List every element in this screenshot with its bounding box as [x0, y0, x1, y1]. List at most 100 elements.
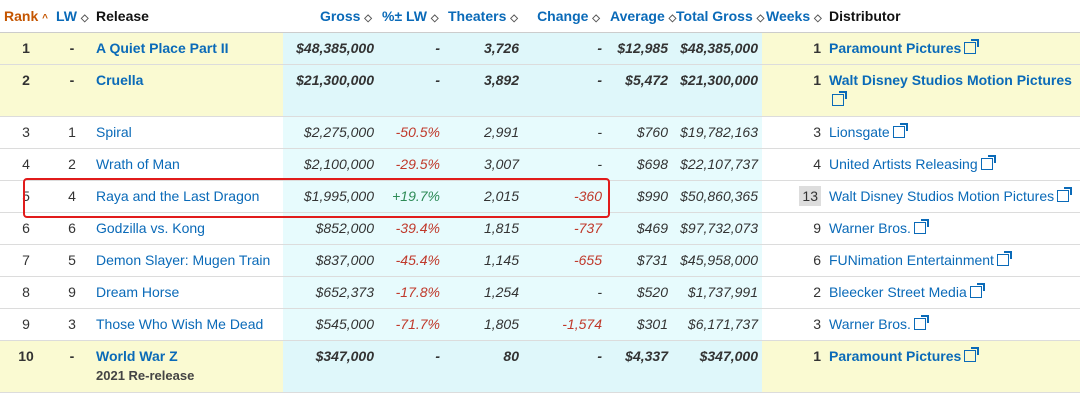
header-release[interactable]: Release	[92, 0, 283, 33]
total-gross-cell: $21,300,000	[672, 64, 762, 117]
sort-icon: ◇	[430, 13, 439, 24]
total-gross-cell: $48,385,000	[672, 32, 762, 65]
gross-cell: $347,000	[283, 340, 378, 393]
theaters-cell: 1,145	[444, 244, 523, 277]
distributor-cell: Walt Disney Studios Motion Pictures	[825, 180, 1080, 213]
average-cell: $301	[606, 308, 672, 341]
pct-lw-cell: -	[378, 32, 444, 65]
total-gross-cell: $19,782,163	[672, 116, 762, 149]
external-link-icon[interactable]	[892, 123, 908, 138]
sort-icon: ◇	[668, 13, 677, 24]
change-cell: -737	[523, 212, 606, 245]
average-cell: $4,337	[606, 340, 672, 393]
rank-cell: 10	[0, 340, 52, 393]
external-link-icon[interactable]	[913, 219, 929, 234]
header-rank[interactable]: Rank ^	[0, 0, 52, 33]
gross-cell: $21,300,000	[283, 64, 378, 117]
weeks-cell: 2	[762, 276, 825, 309]
distributor-link[interactable]: FUNimation Entertainment	[829, 252, 994, 268]
lw-cell: 2	[52, 148, 92, 181]
distributor-link[interactable]: Warner Bros.	[829, 316, 911, 332]
pct-lw-cell: -50.5%	[378, 116, 444, 149]
pct-lw-cell: -39.4%	[378, 212, 444, 245]
header-average[interactable]: Average ◇	[606, 0, 676, 33]
total-gross-cell: $1,737,991	[672, 276, 762, 309]
release-link[interactable]: Raya and the Last Dragon	[96, 188, 260, 204]
external-link-icon[interactable]	[964, 347, 980, 362]
distributor-link[interactable]: Bleecker Street Media	[829, 284, 967, 300]
weeks-cell: 1	[762, 340, 825, 393]
header-lw[interactable]: LW ◇	[52, 0, 92, 33]
gross-cell: $2,275,000	[283, 116, 378, 149]
distributor-link[interactable]: Walt Disney Studios Motion Pictures	[829, 72, 1072, 88]
distributor-link[interactable]: United Artists Releasing	[829, 156, 978, 172]
table-row: 10- World War Z 2021 Re-release $347,000-80…	[0, 340, 1080, 393]
average-cell: $760	[606, 116, 672, 149]
external-link-icon[interactable]	[832, 91, 847, 106]
weeks-value: 1	[813, 40, 821, 56]
header-change[interactable]: Change ◇	[523, 0, 606, 33]
release-link[interactable]: A Quiet Place Part II	[96, 40, 229, 56]
theaters-cell: 1,815	[444, 212, 523, 245]
header-gross[interactable]: Gross ◇	[283, 0, 378, 33]
sort-icon: ◇	[80, 13, 89, 24]
release-link[interactable]: Godzilla vs. Kong	[96, 220, 205, 236]
table-row: 2- Cruella $21,300,000-3,892- $5,472 $21,300…	[0, 64, 1080, 117]
table-row: 5 4 Raya and the Last Dragon $1,995,000 +19.…	[0, 180, 1080, 213]
external-link-icon[interactable]	[996, 251, 1012, 266]
lw-cell: 1	[52, 116, 92, 149]
release-cell: Spiral	[92, 116, 283, 149]
release-link[interactable]: Cruella	[96, 72, 144, 88]
header-theaters[interactable]: Theaters ◇	[444, 0, 523, 33]
table-body: 1-A Quiet Place Part II $48,385,000-3,726…	[0, 32, 1080, 393]
header-distributor[interactable]: Distributor	[825, 0, 1080, 33]
header-row: Rank ^ LW ◇ Release Gross ◇ %± LW ◇ Thea…	[0, 0, 1080, 33]
distributor-link[interactable]: Warner Bros.	[829, 220, 911, 236]
table-row: 3 1 Spiral $2,275,000 -50.5% 2,991- $760 $19,78…	[0, 116, 1080, 149]
total-gross-cell: $97,732,073	[672, 212, 762, 245]
header-weeks[interactable]: Weeks ◇	[762, 0, 825, 33]
distributor-link[interactable]: Lionsgate	[829, 124, 890, 140]
header-pct-lw[interactable]: %± LW ◇	[378, 0, 444, 33]
change-cell: -	[523, 64, 606, 117]
table-row: 8 9 Dream Horse $652,373 -17.8% 1,254- $520 $1,…	[0, 276, 1080, 309]
release-link[interactable]: World War Z	[96, 348, 178, 364]
weeks-value: 1	[813, 348, 821, 364]
header-theaters-label: Theaters	[448, 8, 507, 24]
external-link-icon[interactable]	[913, 315, 929, 330]
sort-icon: ◇	[592, 13, 600, 24]
distributor-link[interactable]: Paramount Pictures	[829, 348, 962, 364]
change-cell: -	[523, 116, 606, 149]
external-link-icon[interactable]	[980, 155, 996, 170]
distributor-link[interactable]: Walt Disney Studios Motion Pictures	[829, 188, 1055, 204]
release-link[interactable]: Dream Horse	[96, 284, 180, 300]
external-link-icon[interactable]	[1057, 187, 1073, 202]
distributor-cell: Walt Disney Studios Motion Pictures	[825, 64, 1080, 117]
rank-cell: 6	[0, 212, 52, 245]
pct-lw-cell: -29.5%	[378, 148, 444, 181]
release-link[interactable]: Spiral	[96, 124, 132, 140]
distributor-cell: Warner Bros.	[825, 212, 1080, 245]
total-gross-cell: $6,171,737	[672, 308, 762, 341]
theaters-cell: 3,726	[444, 32, 523, 65]
release-link[interactable]: Demon Slayer: Mugen Train	[96, 252, 271, 268]
distributor-link[interactable]: Paramount Pictures	[829, 40, 962, 56]
weeks-cell: 9	[762, 212, 825, 245]
change-cell: -1,574	[523, 308, 606, 341]
release-link[interactable]: Wrath of Man	[96, 156, 180, 172]
distributor-cell: Warner Bros.	[825, 308, 1080, 341]
external-link-icon[interactable]	[964, 39, 980, 54]
weeks-value: 6	[813, 252, 821, 268]
pct-lw-cell: -45.4%	[378, 244, 444, 277]
gross-cell: $837,000	[283, 244, 378, 277]
release-link[interactable]: Those Who Wish Me Dead	[96, 316, 264, 332]
weeks-value: 3	[813, 124, 821, 140]
lw-cell: 9	[52, 276, 92, 309]
average-cell: $698	[606, 148, 672, 181]
distributor-cell: Paramount Pictures	[825, 32, 1080, 65]
lw-cell: -	[52, 64, 92, 117]
gross-cell: $1,995,000	[283, 180, 378, 213]
sort-asc-icon: ^	[42, 13, 48, 24]
header-total-gross[interactable]: Total Gross ◇	[672, 0, 764, 33]
external-link-icon[interactable]	[969, 283, 985, 298]
